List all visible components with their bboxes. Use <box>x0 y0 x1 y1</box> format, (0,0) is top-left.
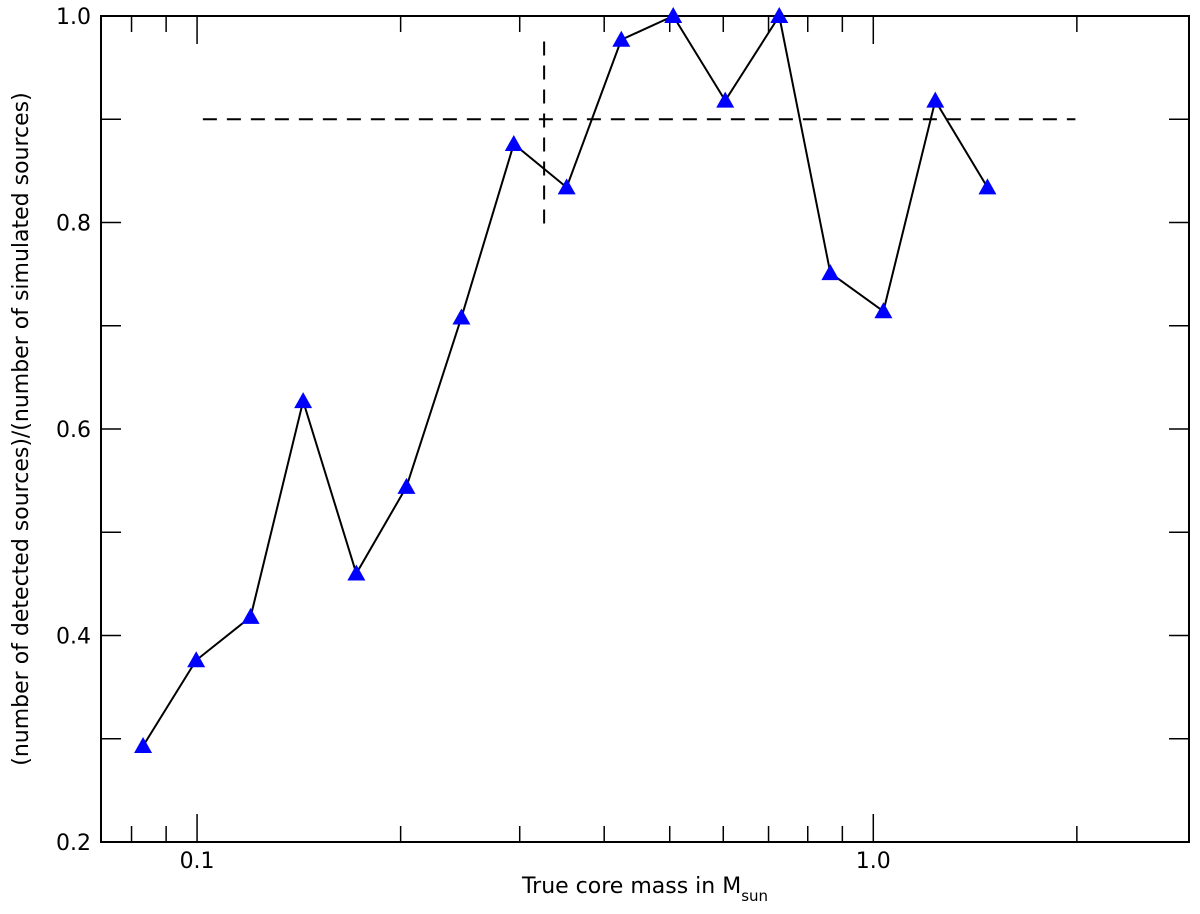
x-tick-label: 0.1 <box>180 849 215 874</box>
x-axis-label: True core mass in Msun <box>521 874 768 905</box>
marker <box>347 564 366 581</box>
series-line <box>142 13 989 747</box>
marker <box>187 651 206 668</box>
y-tick-label: 1.0 <box>56 5 91 30</box>
marker <box>664 7 683 23</box>
y-tick-label: 0.2 <box>56 831 91 856</box>
marker <box>821 264 840 281</box>
plot-frame <box>100 15 1190 843</box>
marker <box>926 91 945 108</box>
marker <box>770 7 789 23</box>
marker <box>874 302 893 319</box>
y-tick-label: 0.6 <box>56 418 91 443</box>
marker <box>716 91 735 108</box>
marker <box>397 477 416 494</box>
x-label-text: True core mass in M <box>521 874 741 899</box>
marker <box>557 178 576 195</box>
marker <box>978 178 997 195</box>
marker <box>241 607 260 624</box>
y-tick-label: 0.4 <box>56 625 91 650</box>
y-tick-label: 0.8 <box>56 212 91 237</box>
marker <box>294 392 313 409</box>
marker <box>452 308 471 325</box>
marker <box>504 135 523 152</box>
y-axis-label: (number of detected sources)/(number of … <box>9 92 34 765</box>
marker <box>134 736 153 753</box>
x-tick-label: 1.0 <box>856 849 891 874</box>
marker <box>612 30 631 47</box>
x-label-sub: sun <box>741 887 768 905</box>
